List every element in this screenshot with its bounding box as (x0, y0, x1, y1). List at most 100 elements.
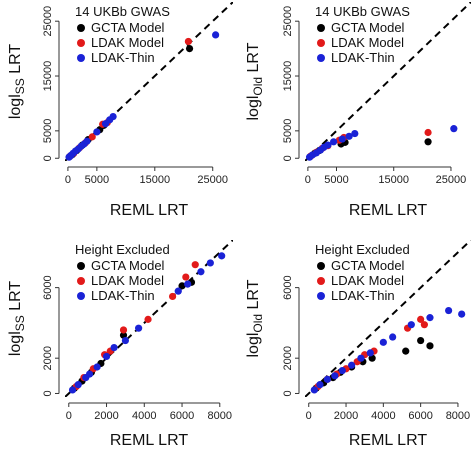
y-axis-title-main: logl (7, 331, 24, 356)
x-tick-label: 5000 (324, 174, 348, 186)
legend-marker (77, 24, 85, 32)
legend-marker (317, 24, 325, 32)
y-tick-label: 0 (282, 390, 294, 396)
legend-label: LDAK-Thin (331, 50, 395, 65)
y-axis-title-main: logl (245, 333, 262, 358)
data-point (316, 381, 324, 389)
data-point (135, 324, 143, 332)
y-axis-title-tail: LRT (245, 279, 262, 314)
legend-label: GCTA Model (331, 20, 405, 35)
x-tick-label: 8000 (208, 410, 232, 422)
data-point (184, 280, 192, 288)
data-point (93, 363, 101, 371)
panel-title: 14 UKBb GWAS (315, 4, 410, 19)
data-point (206, 259, 214, 267)
legend-label: GCTA Model (91, 258, 165, 273)
data-point (445, 306, 453, 315)
legend-marker (317, 262, 325, 270)
legend-label: GCTA Model (91, 20, 165, 35)
x-tick-label: 0 (305, 174, 311, 186)
legend-marker (77, 292, 85, 300)
legend-label: LDAK-Thin (91, 288, 155, 303)
data-point (83, 137, 91, 145)
y-tick-label: 15000 (42, 61, 54, 92)
data-point (351, 129, 359, 138)
x-axis-title: REML LRT (349, 432, 427, 449)
data-point (110, 344, 118, 352)
y-axis-title: loglOld LRT (245, 42, 265, 120)
data-point (102, 352, 111, 361)
data-point (68, 386, 77, 394)
identity-line (305, 2, 471, 161)
y-axis-title-tail: LRT (7, 44, 24, 79)
data-point (458, 310, 466, 318)
series-ldak-thin (305, 125, 458, 161)
x-tick-label: 6000 (408, 410, 432, 422)
legend-label: LDAK Model (331, 35, 404, 50)
data-point (310, 386, 318, 394)
data-point (121, 336, 130, 345)
data-point (323, 375, 331, 383)
data-point (218, 252, 226, 260)
y-axis-title-tail: LRT (7, 281, 24, 316)
data-point (331, 372, 339, 380)
legend-marker (317, 39, 325, 47)
y-tick-label: 25000 (282, 6, 294, 37)
x-tick-label: 2000 (334, 410, 358, 422)
legend-label: LDAK Model (91, 273, 164, 288)
legend-label: GCTA Model (331, 258, 405, 273)
x-tick-label: 0 (65, 174, 71, 186)
data-point (417, 336, 425, 345)
data-point (168, 292, 177, 301)
x-tick-label: 2000 (94, 410, 118, 422)
data-point (420, 321, 428, 329)
x-tick-label: 4000 (132, 410, 156, 422)
x-tick-label: 25000 (197, 174, 228, 186)
legend-marker (77, 277, 85, 285)
data-point (417, 315, 425, 323)
legend-marker (317, 54, 325, 62)
data-point (389, 333, 397, 341)
series-ldak-thin (310, 306, 466, 394)
y-tick-label: 0 (42, 155, 54, 161)
y-tick-label: 15000 (282, 61, 294, 92)
data-point (85, 370, 94, 378)
panel-title: 14 UKBb GWAS (75, 4, 170, 19)
y-tick-label: 5000 (282, 119, 294, 143)
legend-marker (77, 262, 85, 270)
data-point (182, 273, 190, 281)
panel-2: 0 5000 15000 25000 0 5000 15000 25000 14 UKBb GW… (245, 2, 471, 219)
x-tick-label: 15000 (139, 174, 170, 186)
panel-1: 0 5000 15000 25000 0 5000 15000 25000 14 UKBb GW… (7, 2, 233, 219)
x-axis-title: REML LRT (110, 432, 188, 449)
legend-label: LDAK-Thin (331, 288, 395, 303)
y-tick-label: 6000 (282, 275, 294, 299)
panel-3: 0 2000 4000 6000 8000 0 2000 6000 Height Exclude… (7, 240, 233, 449)
data-point (379, 338, 387, 346)
data-point (93, 128, 101, 136)
data-point (109, 112, 117, 121)
y-tick-label: 2000 (282, 346, 294, 370)
x-tick-label: 6000 (170, 410, 194, 422)
data-point (197, 268, 205, 276)
panel-title: Height Excluded (315, 242, 410, 257)
data-point (424, 128, 432, 137)
data-point (426, 314, 434, 322)
x-tick-label: 8000 (446, 410, 470, 422)
data-point (426, 342, 434, 350)
data-point (88, 133, 96, 141)
data-point (119, 326, 128, 334)
data-point (338, 135, 346, 143)
data-point (184, 37, 192, 46)
y-axis-title-sub: Old (251, 77, 265, 96)
x-tick-label: 5000 (85, 174, 109, 186)
y-tick-label: 6000 (42, 275, 54, 299)
legend-marker (77, 54, 85, 62)
data-point (174, 287, 182, 295)
data-point (366, 349, 374, 357)
data-point (212, 31, 220, 39)
x-tick-label: 15000 (378, 174, 409, 186)
